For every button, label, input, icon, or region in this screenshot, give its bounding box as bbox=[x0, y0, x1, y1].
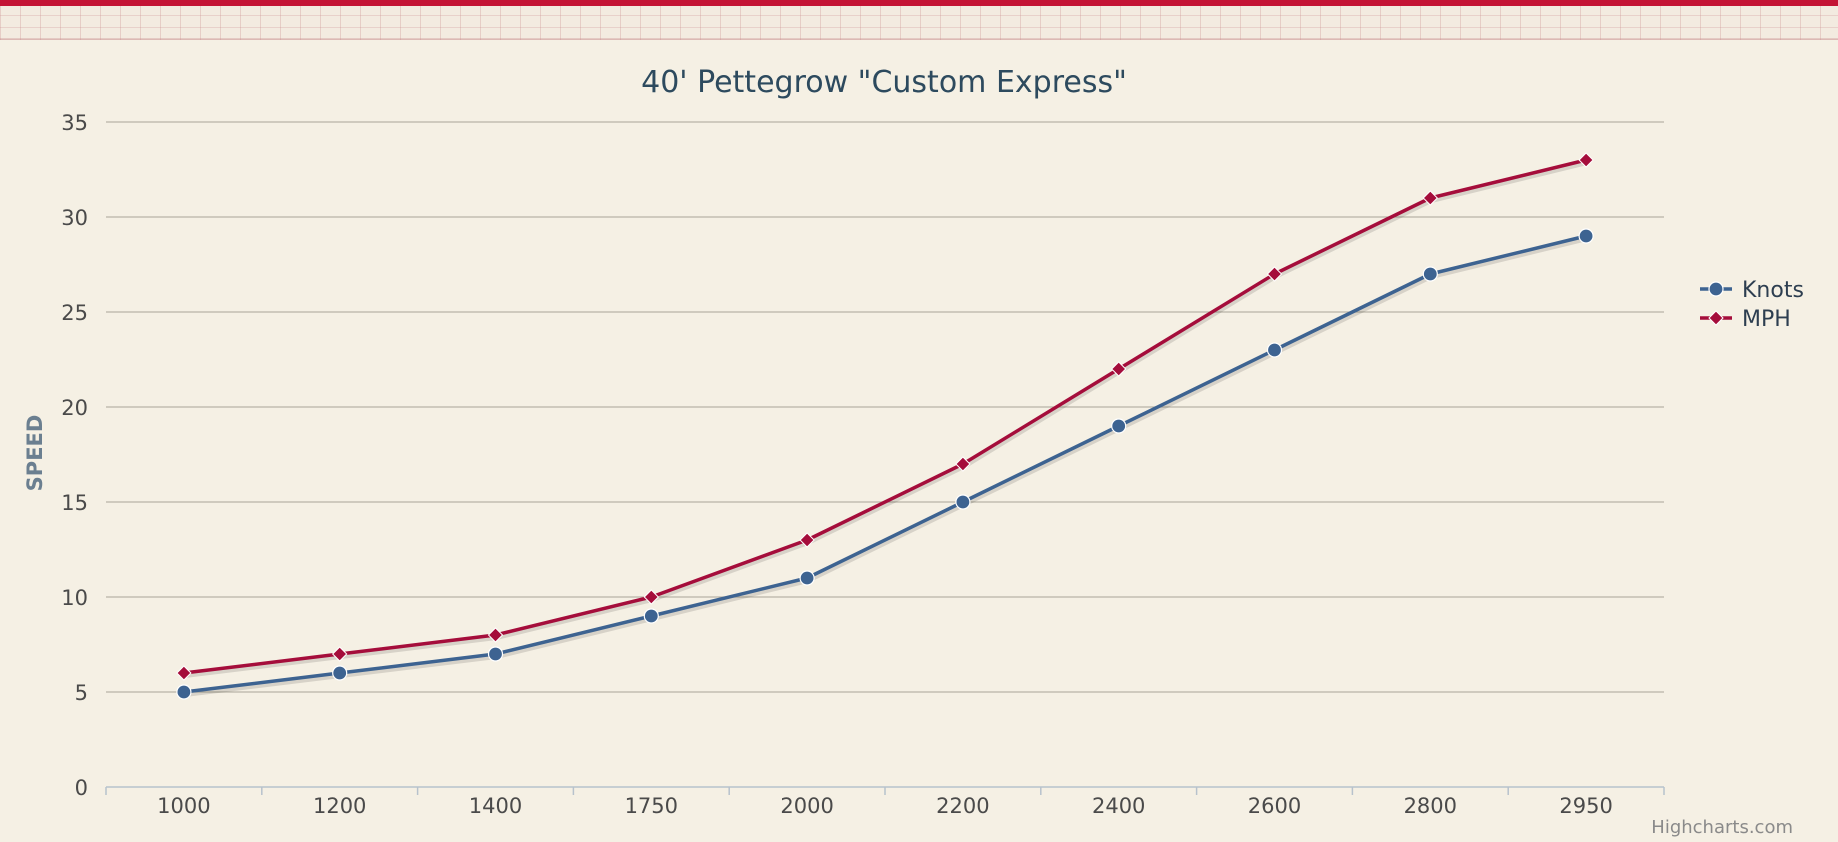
top-pattern-edge bbox=[0, 38, 1838, 40]
top-pattern-band bbox=[0, 6, 1838, 40]
y-tick-label: 20 bbox=[61, 396, 88, 420]
series-line-shadow-mph bbox=[184, 161, 1588, 678]
series-knots bbox=[176, 228, 1594, 700]
series-line-shadow-knots bbox=[184, 237, 1588, 697]
chart-title: 40' Pettegrow "Custom Express" bbox=[641, 65, 1127, 100]
x-tick-label: 2200 bbox=[936, 794, 989, 818]
data-point-knots bbox=[332, 665, 348, 681]
y-tick-label: 15 bbox=[61, 491, 88, 515]
y-tick-label: 35 bbox=[61, 111, 88, 135]
data-point-mph bbox=[1422, 190, 1439, 206]
legend-item-mph[interactable]: MPH bbox=[1700, 307, 1791, 332]
legend-marker-knots bbox=[1708, 281, 1724, 297]
data-point-knots bbox=[643, 608, 659, 624]
legend-marker-mph bbox=[1708, 310, 1724, 326]
data-point-mph bbox=[799, 532, 815, 548]
y-tick-label: 5 bbox=[75, 681, 88, 705]
x-tick-label: 2000 bbox=[780, 794, 833, 818]
data-point-mph bbox=[487, 627, 504, 643]
y-axis-tick-labels: 0 5 10 15 20 25 30 35 bbox=[61, 111, 88, 800]
data-point-knots bbox=[1111, 418, 1127, 434]
data-point-knots bbox=[955, 494, 971, 510]
data-point-mph bbox=[643, 589, 660, 605]
data-point-mph bbox=[1266, 266, 1283, 282]
y-axis-title: SPEED bbox=[23, 415, 47, 492]
y-tick-label: 0 bbox=[75, 776, 88, 800]
x-tick-label: 1000 bbox=[157, 794, 210, 818]
series-layer bbox=[176, 152, 1594, 700]
x-tick-label: 1400 bbox=[469, 794, 522, 818]
data-point-knots bbox=[176, 684, 192, 700]
data-point-mph bbox=[955, 456, 971, 472]
x-tick-label: 2400 bbox=[1092, 794, 1145, 818]
series-line-knots bbox=[182, 234, 1588, 694]
legend-label-knots: Knots bbox=[1742, 278, 1804, 303]
legend-item-knots[interactable]: Knots bbox=[1700, 278, 1804, 303]
grid-lines bbox=[106, 121, 1664, 693]
x-tick-label: 1750 bbox=[625, 794, 678, 818]
series-line-mph bbox=[182, 158, 1588, 675]
x-tick-label: 1200 bbox=[313, 794, 366, 818]
top-accent-bar bbox=[0, 0, 1838, 6]
data-point-mph bbox=[1110, 361, 1127, 377]
data-point-knots bbox=[1578, 228, 1594, 244]
legend[interactable]: Knots MPH bbox=[1700, 278, 1804, 332]
x-tick-label: 2600 bbox=[1248, 794, 1301, 818]
data-point-knots bbox=[1422, 266, 1438, 282]
data-point-knots bbox=[799, 570, 815, 586]
x-axis-tick-labels: 1000 1200 1400 1750 2000 2200 2400 2600 2800 2950 bbox=[157, 794, 1613, 818]
data-point-mph bbox=[331, 646, 348, 662]
y-tick-label: 25 bbox=[61, 301, 88, 325]
y-tick-label: 10 bbox=[61, 586, 88, 610]
data-point-knots bbox=[487, 646, 504, 662]
y-tick-label: 30 bbox=[61, 206, 88, 230]
data-point-knots bbox=[1266, 342, 1283, 358]
credits-link[interactable]: Highcharts.com bbox=[1651, 817, 1793, 838]
x-tick-label: 2800 bbox=[1404, 794, 1457, 818]
legend-label-mph: MPH bbox=[1742, 307, 1791, 332]
series-mph bbox=[176, 152, 1594, 681]
data-point-mph bbox=[1578, 152, 1594, 168]
x-tick-label: 2950 bbox=[1559, 794, 1612, 818]
x-axis bbox=[105, 786, 1665, 795]
data-point-mph bbox=[176, 665, 192, 681]
